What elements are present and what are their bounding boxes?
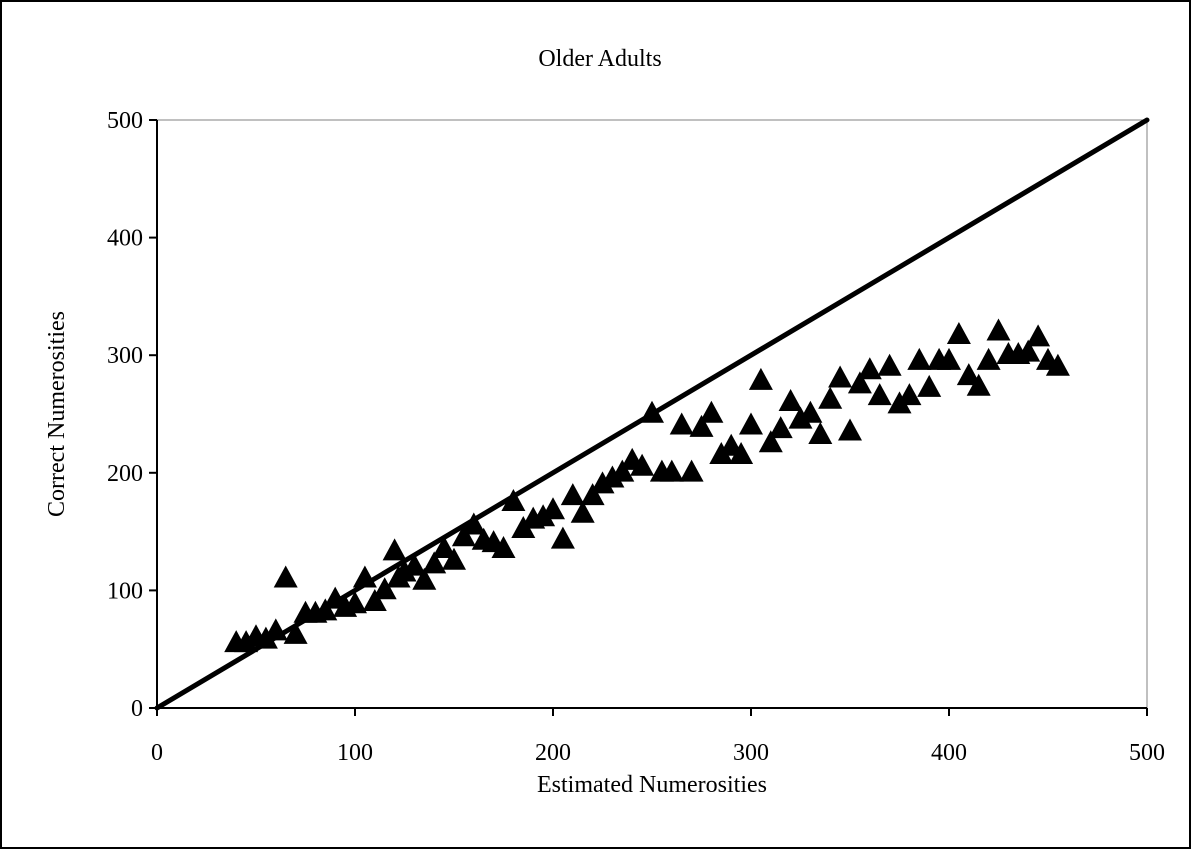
data-point: [946, 322, 971, 345]
data-point: [352, 565, 377, 588]
data-point: [739, 412, 763, 435]
data-points: [224, 318, 1070, 653]
data-point: [808, 421, 833, 444]
data-point: [907, 347, 932, 370]
data-point: [798, 400, 823, 423]
data-point: [234, 630, 259, 653]
x-tick-label: 200: [535, 740, 571, 766]
data-point: [531, 504, 556, 527]
y-tick-label: 300: [107, 343, 143, 369]
data-point: [412, 567, 437, 590]
data-point: [699, 400, 724, 423]
data-point: [362, 588, 387, 611]
data-point: [897, 383, 922, 406]
data-point: [461, 512, 486, 535]
data-point: [283, 621, 308, 644]
y-tick-label: 100: [107, 578, 143, 604]
data-point: [758, 430, 783, 453]
data-point: [570, 500, 595, 523]
data-point: [748, 367, 773, 390]
x-tick-label: 500: [1129, 740, 1165, 766]
data-point: [818, 386, 843, 409]
data-point: [491, 536, 516, 559]
data-point: [679, 459, 704, 482]
data-point: [669, 412, 694, 435]
x-tick-label: 300: [733, 740, 769, 766]
data-point: [580, 483, 605, 506]
data-point: [600, 465, 625, 488]
data-point: [402, 553, 427, 576]
data-point: [966, 373, 991, 396]
data-point: [1045, 353, 1070, 376]
data-point: [590, 471, 615, 494]
data-point: [986, 318, 1011, 341]
data-point: [640, 400, 664, 423]
data-point: [382, 538, 407, 561]
data-point: [828, 365, 853, 388]
x-tick-label: 400: [931, 740, 967, 766]
data-point: [550, 526, 575, 549]
data-point: [729, 441, 754, 464]
data-point: [372, 577, 397, 600]
x-axis-title: Estimated Numerosities: [537, 772, 767, 798]
y-axis-title: Correct Numerosities: [44, 311, 70, 517]
data-point: [867, 383, 892, 406]
data-point: [263, 618, 288, 641]
data-point: [768, 416, 793, 439]
data-point: [1026, 324, 1051, 347]
y-tick-label: 400: [107, 226, 143, 252]
data-point: [847, 371, 872, 394]
data-point: [451, 524, 476, 547]
data-point: [778, 389, 803, 412]
data-point: [442, 547, 466, 570]
data-point: [313, 598, 338, 621]
chart-title: Older Adults: [538, 46, 661, 72]
data-point: [273, 565, 298, 588]
data-point: [788, 406, 813, 429]
x-tick-label: 0: [151, 740, 163, 766]
data-point: [392, 559, 417, 582]
data-point: [610, 459, 635, 482]
data-point: [838, 418, 862, 441]
data-point: [937, 347, 961, 370]
data-point: [501, 489, 526, 511]
data-point: [877, 353, 902, 376]
data-point: [343, 591, 367, 614]
data-point: [432, 536, 457, 559]
data-point: [560, 483, 585, 506]
x-tick-label: 100: [337, 740, 373, 766]
data-point: [689, 414, 714, 437]
y-tick-label: 200: [107, 461, 143, 487]
y-tick-label: 0: [131, 696, 143, 722]
axes: 0 100 200 300 400 500 0 100 200 300 400 500: [107, 108, 1165, 766]
data-point: [541, 497, 565, 520]
y-tick-label: 500: [107, 108, 143, 134]
data-point: [956, 363, 981, 386]
data-point: [422, 551, 447, 574]
data-point: [917, 374, 942, 397]
data-point: [659, 459, 684, 482]
data-point: [857, 357, 882, 380]
data-point: [630, 453, 655, 476]
data-point: [1016, 339, 1041, 362]
data-point: [976, 347, 1001, 370]
